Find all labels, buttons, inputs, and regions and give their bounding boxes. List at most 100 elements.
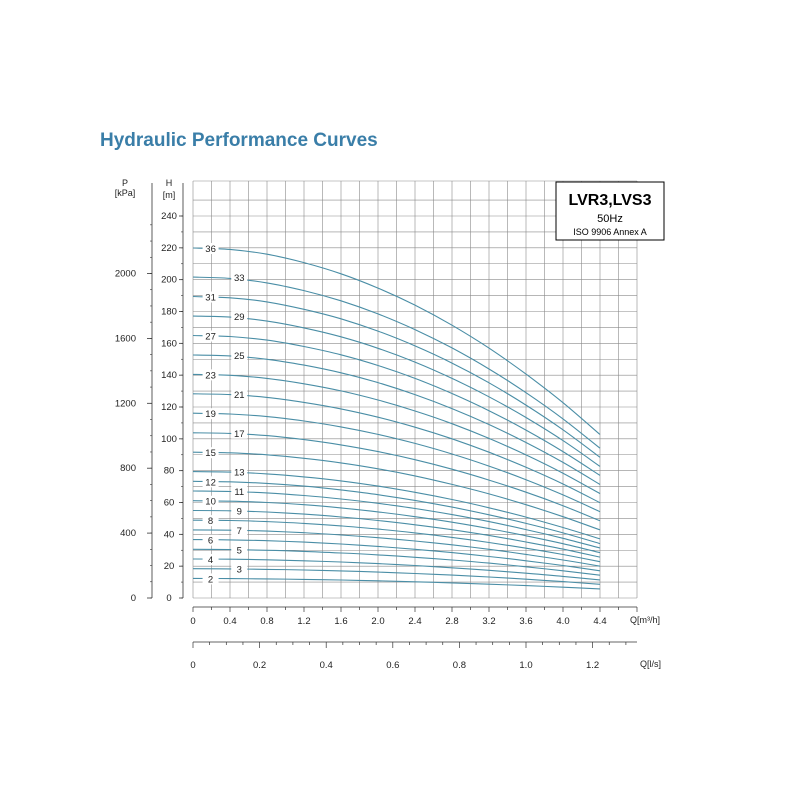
p-tick-label: 400 [120,528,136,539]
curve-label-19: 19 [205,409,216,420]
curve-label-12: 12 [205,477,216,488]
curve-6 [192,539,601,572]
q-ls-tick-label: 0.8 [453,660,466,671]
curve-3 [192,568,601,585]
chart-title: Hydraulic Performance Curves [100,130,378,151]
curve-label-15: 15 [205,448,216,459]
curve-5 [192,548,601,576]
curve-36 [192,247,601,435]
curve-label-27: 27 [205,332,216,343]
q-ls-tick-label: 0.4 [320,660,333,671]
curve-2 [192,577,601,590]
curve-7 [192,529,601,567]
q-ls-tick-label: 0.2 [253,660,266,671]
model-frequency: 50Hz [597,213,623,225]
curve-label-bg [202,447,219,459]
q-ls-tick-label: 0.6 [386,660,399,671]
curve-label-bg [231,544,248,556]
curve-21 [192,393,601,504]
curve-label-bg [231,272,248,284]
q-m3h-tick-label: 3.6 [519,616,532,627]
curve-label-8: 8 [208,516,213,527]
curve-label-17: 17 [234,429,245,440]
curve-label-bg [231,349,248,361]
p-axis-label: P [122,178,128,188]
curve-label-bg [231,505,248,517]
curve-label-bg [202,554,219,566]
curve-layer [192,247,601,590]
curve-label-bg [231,563,248,575]
q-m3h-tick-label: 0.4 [223,616,236,627]
curve-17 [192,432,601,522]
curve-label-6: 6 [208,536,213,547]
q-ls-tick-label: 0 [190,660,195,671]
h-tick-label: 160 [161,338,177,349]
q-m3h-tick-label: 4.4 [593,616,606,627]
curve-label-bg [231,524,248,536]
q-m3h-tick-label: 0.8 [260,616,273,627]
curve-label-13: 13 [234,468,245,479]
model-name: LVR3,LVS3 [569,192,652,209]
h-tick-label: 180 [161,307,177,318]
curve-label-bg [202,330,219,342]
h-tick-label: 60 [164,498,175,509]
curve-29 [192,315,601,467]
curve-label-29: 29 [234,312,245,323]
h-tick-label: 200 [161,275,177,286]
h-axis-unit: [m] [163,190,176,200]
curve-label-31: 31 [205,293,216,304]
curve-label-bg [202,408,219,420]
curve-label-bg [202,476,219,488]
curve-27 [192,334,601,476]
model-info-box: LVR3,LVS3 50Hz ISO 9906 Annex A [555,181,665,241]
h-tick-label: 100 [161,434,177,445]
curve-12 [192,480,601,545]
h-tick-label: 80 [164,466,175,477]
p-tick-label: 1200 [115,398,136,409]
curve-label-bg [202,534,219,546]
curve-label-bg [231,466,248,478]
q-m3h-axis-label: Q[m³/h] [630,615,660,625]
grid-layer [192,180,638,599]
curve-label-25: 25 [234,351,245,362]
curve-19 [192,412,601,513]
curve-23 [192,373,601,495]
q-m3h-tick-label: 4.0 [556,616,569,627]
q-m3h-tick-label: 1.6 [334,616,347,627]
h-tick-label: 220 [161,243,177,254]
q-m3h-tick-label: 2.4 [408,616,421,627]
curve-label-bg [202,291,219,303]
curve-label-bg [231,311,248,323]
curve-label-bg [231,427,248,439]
h-tick-label: 40 [164,529,175,540]
q-m3h-tick-label: 3.2 [482,616,495,627]
curve-10 [192,500,601,554]
p-tick-label: 2000 [115,269,136,280]
curve-label-bg [231,388,248,400]
curve-13 [192,471,601,540]
h-tick-label: 120 [161,402,177,413]
h-tick-label: 240 [161,211,177,222]
q-m3h-tick-label: 0 [190,616,195,627]
curve-label-33: 33 [234,273,245,284]
curve-4 [192,558,601,581]
q-ls-axis-label: Q[l/s] [640,659,661,669]
curve-9 [192,509,601,558]
axis-layer: 0204060801001201401601802002202400400800… [115,183,638,671]
curve-15 [192,451,601,531]
q-ls-tick-label: 1.0 [519,660,532,671]
q-ls-tick-label: 1.2 [586,660,599,671]
curve-label-9: 9 [237,506,242,517]
model-standard: ISO 9906 Annex A [573,227,647,237]
curve-11 [192,490,601,549]
curve-label-7: 7 [237,526,242,537]
curve-label-5: 5 [237,545,242,556]
p-tick-label: 0 [131,593,136,604]
curve-33 [192,276,601,449]
q-m3h-tick-label: 1.2 [297,616,310,627]
curve-label-bg [202,515,219,527]
curve-label-10: 10 [205,497,216,508]
q-m3h-tick-label: 2.0 [371,616,384,627]
